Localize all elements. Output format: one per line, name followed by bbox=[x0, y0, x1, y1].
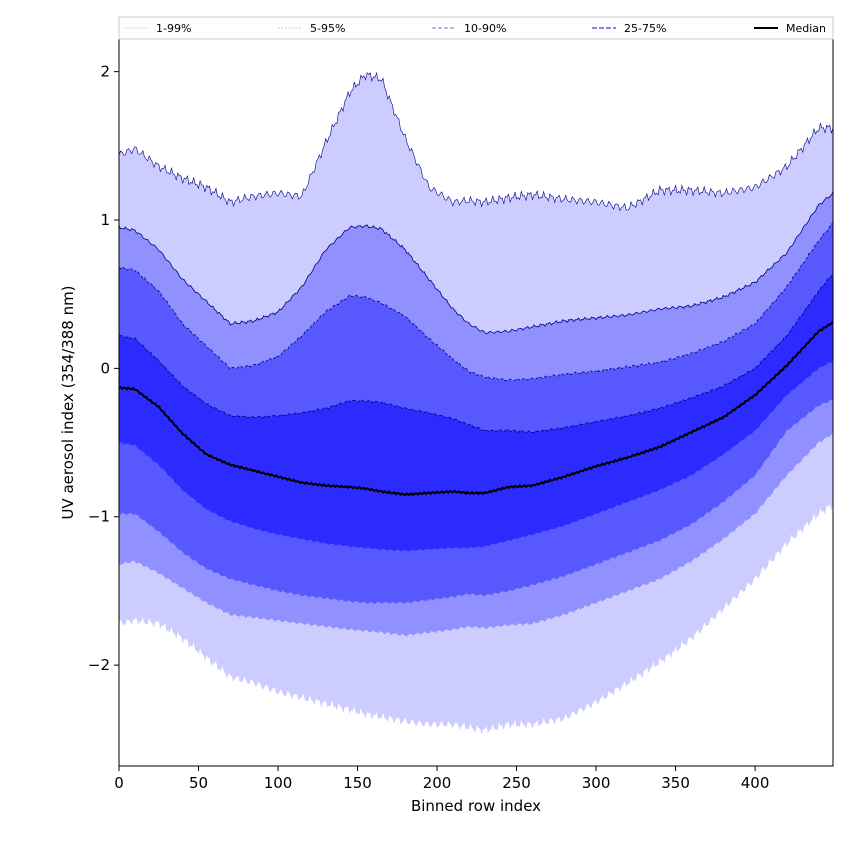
median-layer bbox=[118, 321, 834, 497]
legend-entry: 1-99% bbox=[156, 22, 191, 35]
band-10-90-upper-edge bbox=[118, 223, 834, 382]
x-tick-label: 150 bbox=[343, 774, 372, 792]
band-5-95-upper-edge bbox=[118, 191, 834, 335]
x-axis-ticks: 0 50 100 150 200 250 300 350 400 bbox=[114, 766, 769, 792]
x-tick-label: 100 bbox=[264, 774, 293, 792]
legend: 1-99% 5-95% 10-90% 25-75% Median bbox=[118, 16, 834, 40]
y-tick-label: 1 bbox=[100, 211, 110, 229]
median-line bbox=[118, 321, 834, 497]
x-tick-label: 50 bbox=[189, 774, 208, 792]
y-tick-label: −2 bbox=[88, 656, 110, 674]
x-tick-label: 250 bbox=[502, 774, 531, 792]
x-axis-label: Binned row index bbox=[411, 797, 541, 815]
bands-layer bbox=[118, 71, 834, 735]
x-tick-label: 350 bbox=[661, 774, 690, 792]
band-1-99-upper-edge bbox=[118, 71, 834, 212]
x-tick-label: 0 bbox=[114, 774, 124, 792]
y-tick-label: −1 bbox=[88, 508, 110, 526]
y-axis-label: UV aerosol index (354/388 nm) bbox=[59, 285, 77, 519]
legend-entry: Median bbox=[786, 22, 826, 35]
x-tick-label: 200 bbox=[423, 774, 452, 792]
y-axis-ticks: −2 −1 0 1 2 bbox=[88, 63, 119, 674]
band-25-75-upper-edge bbox=[118, 273, 834, 434]
x-tick-label: 300 bbox=[582, 774, 611, 792]
legend-box bbox=[118, 16, 834, 40]
x-tick-label: 400 bbox=[741, 774, 770, 792]
legend-entry: 10-90% bbox=[464, 22, 506, 35]
legend-entry: 5-95% bbox=[310, 22, 345, 35]
y-tick-label: 0 bbox=[100, 359, 110, 377]
y-tick-label: 2 bbox=[100, 63, 110, 81]
legend-entry: 25-75% bbox=[624, 22, 666, 35]
